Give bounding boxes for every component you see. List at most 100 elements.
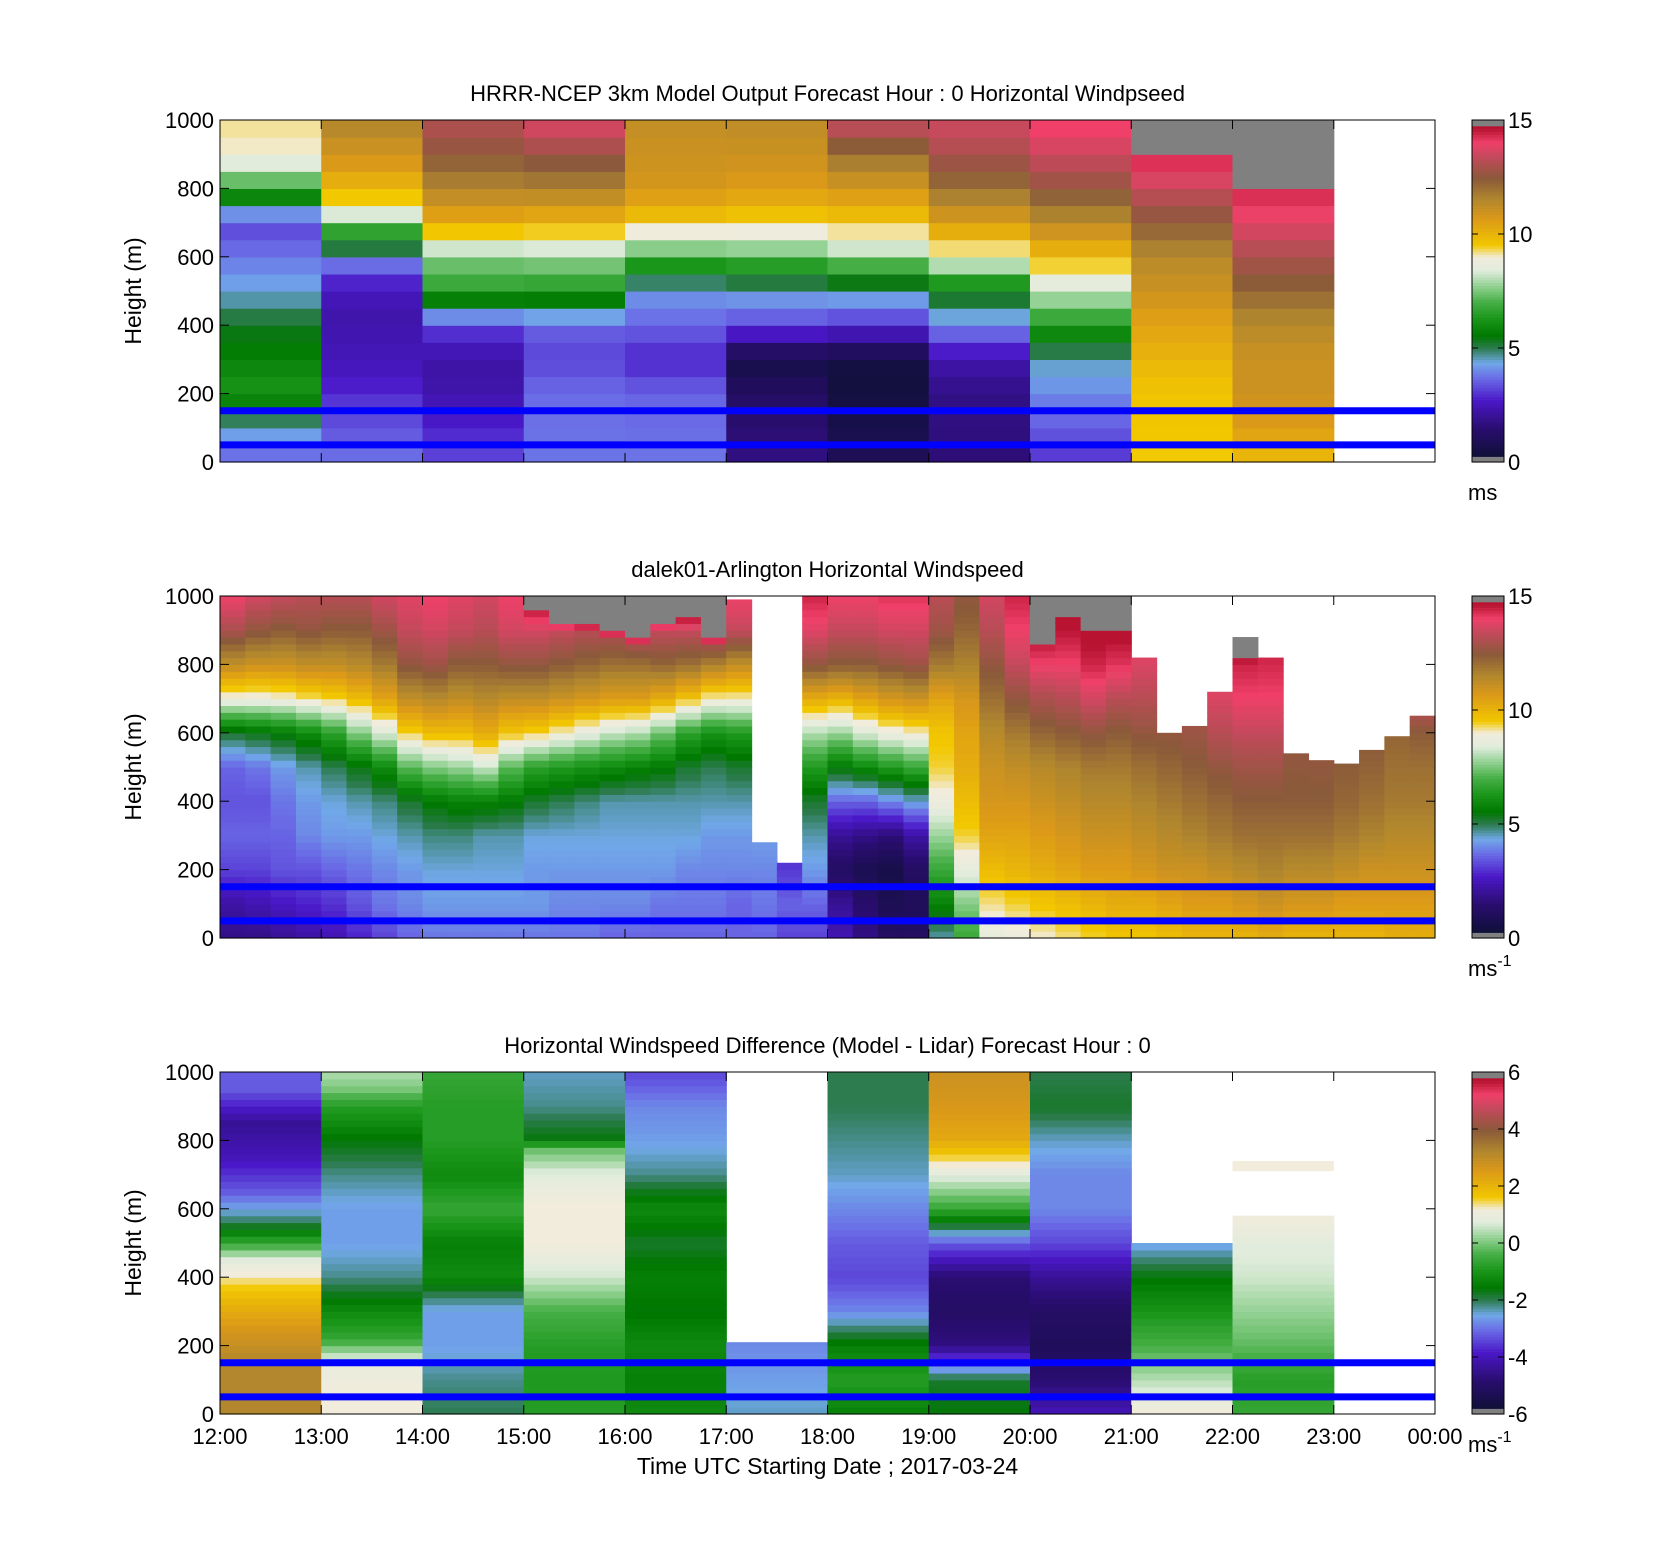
heatmap-cell [549,657,575,665]
heatmap-cell [1131,842,1158,850]
heatmap-cell [675,828,702,836]
heatmap-cell [1030,1181,1132,1189]
colorbar-swatch [1472,427,1504,432]
heatmap-cell [827,671,854,679]
heatmap-cell [700,924,727,932]
heatmap-cell [473,835,500,843]
heatmap-cell [1004,835,1031,843]
heatmap-cell [321,650,348,659]
heatmap-cell [321,1195,424,1203]
heatmap-cell [700,616,727,624]
heatmap-cell [321,239,424,258]
heatmap-cell [447,862,474,871]
colorbar-swatch [1472,1359,1504,1364]
heatmap-cell [726,120,829,138]
heatmap-cell [802,712,829,720]
heatmap-cell [422,1072,525,1080]
heatmap-cell [523,1174,626,1183]
colorbar-swatch [1472,316,1504,321]
heatmap-cell [346,869,373,878]
heatmap-cell [523,1154,626,1162]
heatmap-cell [928,705,955,713]
heatmap-cell [397,842,424,850]
heatmap-cell [928,596,955,604]
heatmap-cell [1308,808,1335,816]
heatmap-cell [1055,814,1082,823]
heatmap-cell [827,273,930,292]
heatmap-cell [700,896,727,905]
heatmap-cell [1232,1400,1335,1408]
colorbar-swatch [1472,624,1504,628]
heatmap-cell [549,637,575,645]
heatmap-cell [827,1243,930,1251]
heatmap-cell [1359,910,1385,919]
heatmap-cell [650,842,677,850]
heatmap-cell [979,862,1006,871]
heatmap-cell [700,903,727,912]
heatmap-cell [625,444,727,463]
heatmap-cell [1359,869,1385,878]
heatmap-cell [928,1297,1031,1306]
heatmap-cell [675,637,702,645]
heatmap-cell [523,890,550,898]
heatmap-cell [220,1366,322,1374]
heatmap-cell [295,732,322,741]
heatmap-cell [523,1133,626,1141]
heatmap-cell [1207,828,1234,836]
heatmap-cell [827,698,854,707]
heatmap-cell [523,1147,626,1155]
colorbar-tick-label: 10 [1508,698,1532,723]
heatmap-cell [220,862,246,871]
colorbar-swatch [1472,162,1504,167]
heatmap-cell [1232,325,1335,343]
heatmap-cell [473,609,500,618]
heatmap-cell [1030,1236,1132,1244]
heatmap-cell [371,712,398,720]
heatmap-cell [1080,910,1107,919]
heatmap-cell [422,808,449,816]
heatmap-cell [878,910,905,919]
heatmap-cell [1030,1270,1132,1278]
heatmap-cell [1232,712,1259,720]
heatmap-cell [371,671,398,679]
heatmap-cell [346,739,373,748]
heatmap-cell [954,596,980,604]
heatmap-cell [245,643,272,652]
heatmap-cell [599,862,626,871]
heatmap-cell [220,239,322,258]
heatmap-cell [599,664,626,672]
heatmap-cell [802,869,829,878]
heatmap-cell [675,924,702,932]
heatmap-cell [1105,828,1132,836]
heatmap-cell [523,393,626,412]
heatmap-cell [473,780,500,789]
heatmap-cell [220,808,246,816]
heatmap-cell [827,835,854,843]
heatmap-cell [523,664,550,672]
heatmap-cell [979,753,1006,761]
heatmap-cell [321,862,348,871]
heatmap-cell [954,739,980,748]
heatmap-cell [954,678,980,686]
heatmap-cell [1232,767,1259,775]
heatmap-cell [447,732,474,741]
colorbar-swatch [1472,444,1504,449]
heatmap-cell [295,719,322,727]
heatmap-cell [979,637,1006,645]
heatmap-cell [751,862,778,871]
heatmap-cell [928,239,1031,258]
heatmap-cell [1055,835,1082,843]
heatmap-cell [878,664,905,672]
heatmap-cell [903,814,930,823]
heatmap-cell [270,794,297,802]
heatmap-cell [523,1352,626,1360]
heatmap-cell [675,623,702,631]
heatmap-cell [1030,609,1056,618]
heatmap-cell [1055,896,1082,905]
heatmap-cell [321,1407,424,1415]
heatmap-cell [1333,896,1360,905]
heatmap-cell [397,828,424,836]
heatmap-cell [447,650,474,659]
heatmap-cell [295,808,322,816]
